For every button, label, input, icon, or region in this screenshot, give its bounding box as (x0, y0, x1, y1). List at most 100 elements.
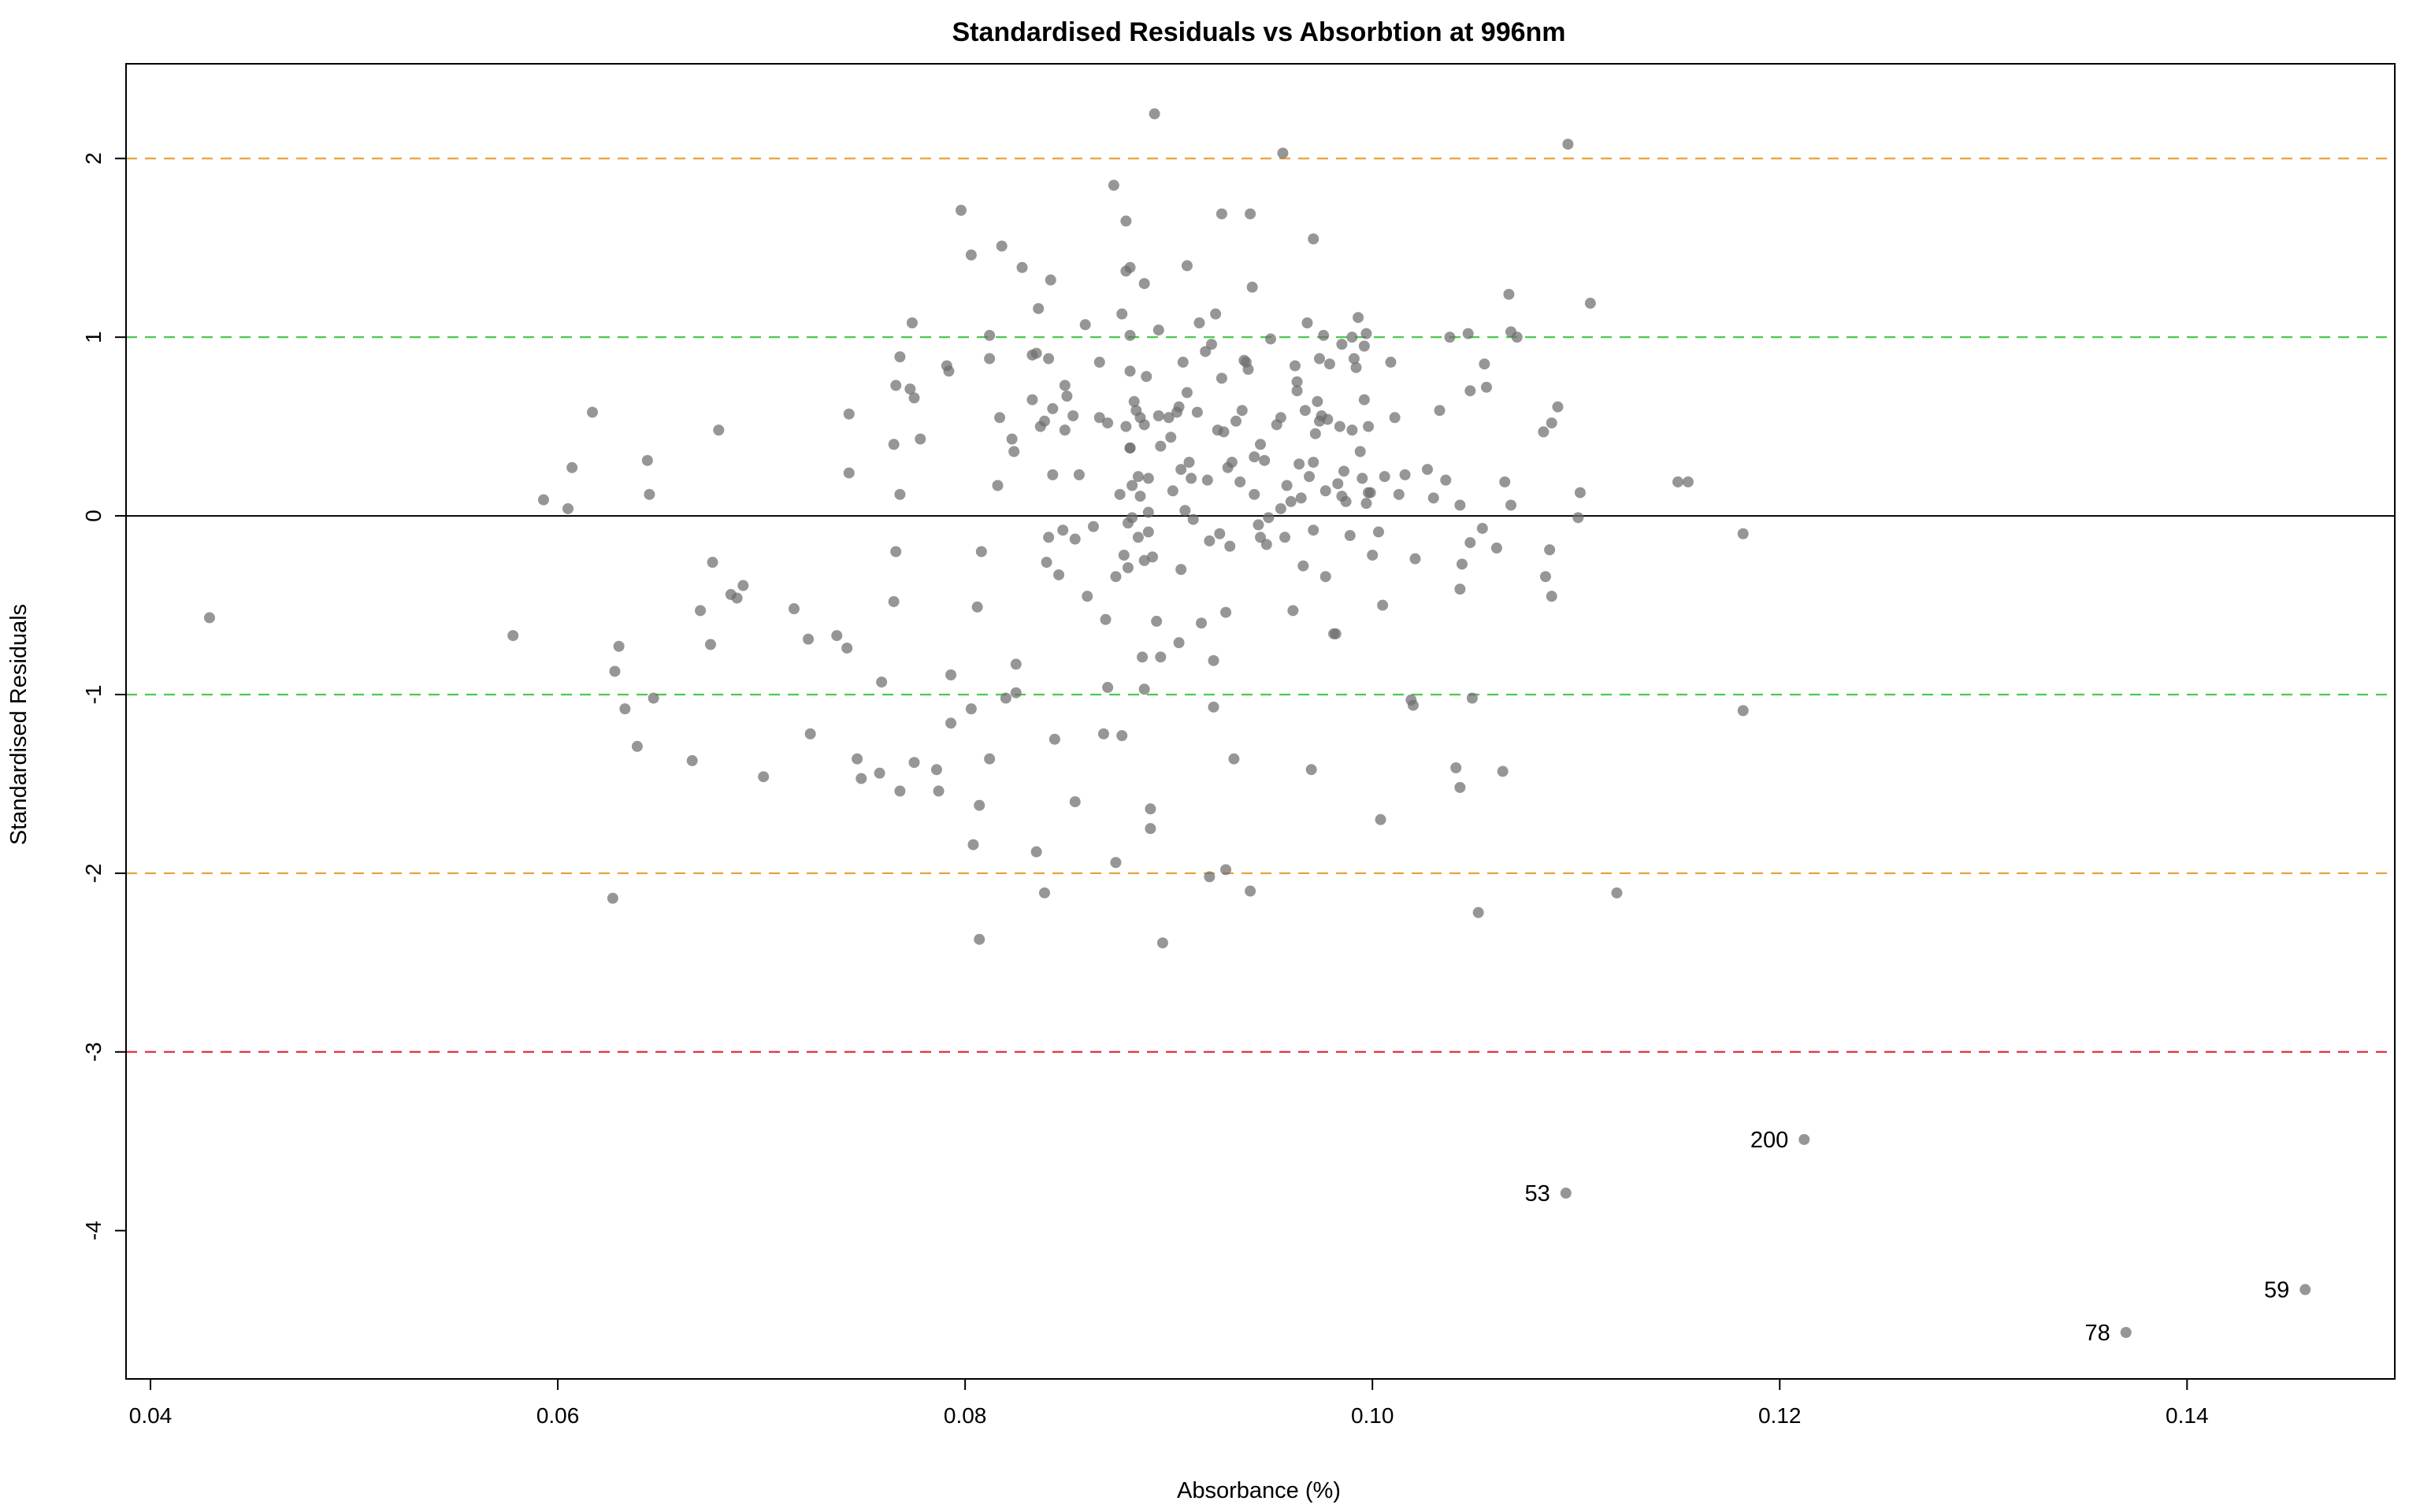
data-point (737, 580, 749, 591)
data-point (1584, 298, 1596, 309)
data-point (1399, 469, 1411, 480)
data-point (1260, 539, 1272, 550)
data-point (507, 630, 519, 642)
data-point (1275, 412, 1286, 424)
y-tick-label: -4 (81, 1221, 106, 1240)
data-point (1047, 469, 1059, 480)
data-point (1372, 526, 1384, 538)
data-point (1093, 412, 1105, 424)
data-point (945, 717, 957, 729)
data-point (1340, 495, 1352, 507)
data-point (631, 740, 643, 752)
point-label: 53 (1525, 1181, 1550, 1206)
data-point (1255, 439, 1266, 450)
data-point (1124, 329, 1136, 341)
data-point (1611, 887, 1623, 899)
data-point (1132, 532, 1144, 543)
data-point (1156, 937, 1168, 949)
data-point (992, 480, 1004, 491)
data-point (1304, 471, 1316, 483)
data-point (1464, 537, 1476, 549)
data-point (1259, 454, 1271, 466)
data-point (894, 488, 906, 500)
data-point (1357, 472, 1368, 484)
data-point (1026, 394, 1038, 406)
data-point (1126, 512, 1138, 524)
data-point (1364, 487, 1376, 498)
data-point (1165, 432, 1177, 443)
data-point (904, 383, 916, 395)
data-point (1332, 478, 1344, 490)
data-point (1737, 528, 1749, 539)
data-point (1299, 405, 1311, 417)
y-axis-label: Standardised Residuals (6, 604, 32, 845)
data-point (1102, 417, 1114, 429)
data-point (707, 557, 718, 569)
data-point (943, 365, 955, 377)
data-point (1173, 401, 1185, 413)
data-point (1350, 361, 1362, 373)
x-tick-label: 0.14 (2166, 1403, 2209, 1428)
data-point (1146, 551, 1158, 563)
data-point (1114, 488, 1126, 500)
data-point (1069, 533, 1081, 545)
data-point (1289, 360, 1301, 372)
data-point (1138, 419, 1150, 431)
data-point (1367, 549, 1379, 561)
data-point (971, 601, 983, 613)
data-point (955, 205, 967, 217)
data-point (1110, 571, 1122, 583)
data-point (1010, 658, 1022, 670)
data-point (831, 630, 843, 642)
data-point (974, 799, 985, 811)
data-point (1409, 553, 1421, 565)
data-point (1444, 332, 1456, 343)
data-point (1682, 476, 1694, 487)
data-point (984, 329, 996, 341)
data-point (704, 639, 716, 650)
point-label: 59 (2264, 1278, 2289, 1303)
data-point (1308, 233, 1319, 245)
data-point (1421, 464, 1433, 476)
data-point (1145, 803, 1156, 815)
data-point (894, 351, 906, 363)
data-point (1205, 339, 1217, 350)
data-point (1173, 637, 1185, 649)
data-point (1220, 606, 1232, 618)
data-point (996, 240, 1008, 252)
data-point (843, 467, 855, 479)
data-point (1503, 288, 1515, 300)
data-point (1348, 353, 1360, 365)
data-point (1138, 684, 1150, 695)
data-point (713, 424, 725, 436)
data-point (1061, 391, 1073, 402)
data-point (1033, 302, 1045, 314)
data-point (641, 454, 653, 466)
data-point (1126, 480, 1138, 491)
data-point (1067, 410, 1079, 421)
data-point (1305, 764, 1317, 776)
data-point (1389, 412, 1401, 424)
data-point (1208, 654, 1219, 666)
data-point (1407, 699, 1419, 711)
data-point (1191, 406, 1203, 418)
data-point (686, 754, 698, 766)
data-point (1462, 328, 1474, 339)
data-point (1249, 451, 1260, 463)
data-point (1737, 705, 1749, 717)
y-tick-label: 0 (81, 510, 106, 522)
data-point (1427, 492, 1439, 504)
data-point (965, 249, 977, 261)
data-point (975, 546, 987, 558)
data-point (1454, 781, 1466, 793)
data-point (1088, 521, 1100, 532)
data-point (1375, 813, 1386, 825)
y-tick-label: -2 (81, 863, 106, 883)
y-axis: 2 1 0 -1 -2 -3 -4 (81, 152, 126, 1240)
data-point (1358, 340, 1370, 352)
data-point (1434, 405, 1446, 417)
data-point (890, 546, 902, 558)
data-point (1490, 542, 1502, 554)
data-point (841, 642, 853, 654)
